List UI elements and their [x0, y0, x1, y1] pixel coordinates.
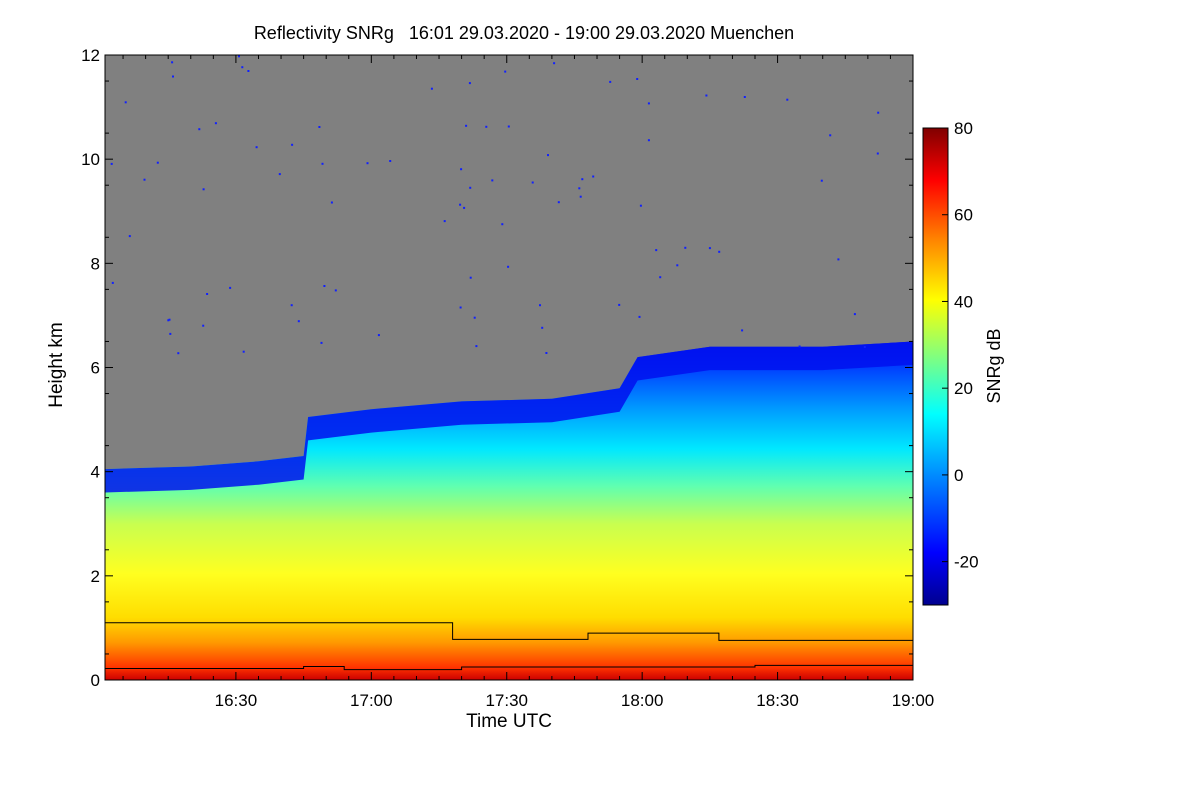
- colorbar-tick-label: 0: [954, 466, 963, 485]
- x-axis: 16:30 17:00 17:30 18:00 18:30 19:00: [122, 55, 935, 710]
- echo-top-band: [105, 341, 913, 493]
- x-tick-label: 18:00: [621, 691, 664, 710]
- y-tick-label: 8: [91, 254, 100, 273]
- colorbar-tick-label: 60: [954, 206, 973, 225]
- y-tick-label: 0: [91, 671, 100, 690]
- y-tick-label: 10: [81, 150, 100, 169]
- x-tick-label: 18:30: [756, 691, 799, 710]
- colorbar-tick-label: -20: [954, 553, 979, 572]
- x-axis-label: Time UTC: [466, 711, 552, 732]
- colorbar-label: SNRg dB: [984, 328, 1004, 403]
- x-tick-label: 17:00: [350, 691, 393, 710]
- upper-step-line: [105, 622, 913, 641]
- echo-field: [105, 341, 913, 680]
- y-tick-label: 2: [91, 567, 100, 586]
- y-axis-label: Height km: [46, 322, 67, 408]
- y-tick-label: 4: [91, 463, 100, 482]
- y-tick-label: 6: [91, 359, 100, 378]
- x-tick-label: 19:00: [892, 691, 935, 710]
- y-tick-label: 12: [81, 46, 100, 65]
- x-tick-label: 16:30: [215, 691, 258, 710]
- colorbar-tick-label: 40: [954, 292, 973, 311]
- colorbar: [922, 127, 949, 606]
- chart-title: Reflectivity SNRg 16:01 29.03.2020 - 19:…: [254, 23, 794, 43]
- y-axis: 0 2 4 6 8 10 12: [81, 46, 913, 690]
- x-tick-label: 17:30: [485, 691, 528, 710]
- noise-speckle: [110, 55, 880, 355]
- colorbar-tick-label: 20: [954, 379, 973, 398]
- colorbar-tick-label: 80: [954, 119, 973, 138]
- lower-step-line: [105, 664, 913, 671]
- colorbar-axis: -20 0 20 40 60 80: [942, 119, 979, 572]
